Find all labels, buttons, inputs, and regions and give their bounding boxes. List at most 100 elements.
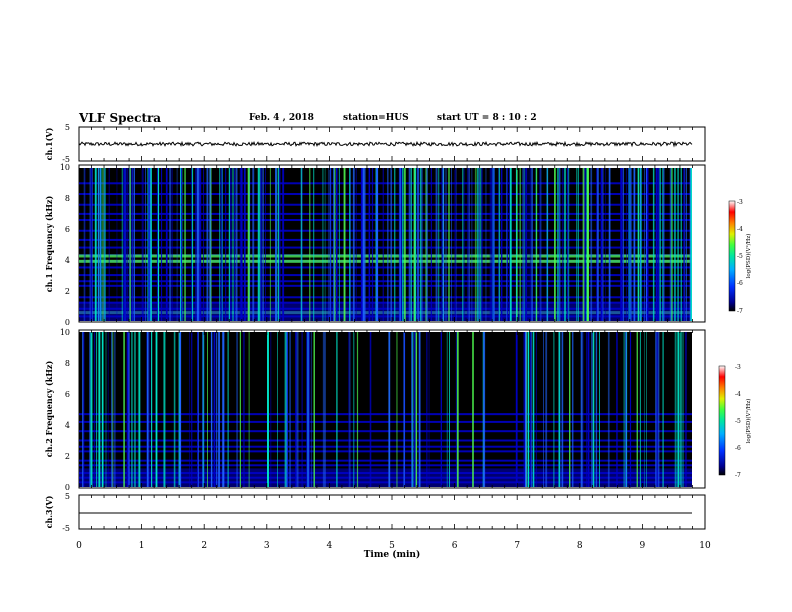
sferic-stroke xyxy=(626,168,627,321)
sferic-stroke xyxy=(198,168,200,321)
sferic-stroke xyxy=(387,168,389,321)
sferic-stroke xyxy=(169,168,171,321)
sferic-stroke xyxy=(616,332,618,487)
sferic-stroke xyxy=(146,332,149,487)
ch2-ytick-10: 10 xyxy=(60,328,70,337)
sferic-stroke xyxy=(400,168,403,321)
sferic-stroke xyxy=(111,332,114,487)
sferic-stroke xyxy=(662,332,664,487)
sferic-stroke xyxy=(623,332,625,487)
sferic-stroke xyxy=(525,168,528,321)
sferic-stroke xyxy=(213,332,216,487)
sferic-stroke xyxy=(191,168,192,321)
sferic-stroke xyxy=(600,168,603,321)
sferic-stroke xyxy=(173,332,176,487)
ch2-colorbar: -3 -4 -5 -6 -7 log(PSD)(V²/Hz) xyxy=(718,364,752,479)
sferic-stroke xyxy=(216,332,218,487)
sferic-stroke xyxy=(206,168,209,321)
sferic-stroke xyxy=(561,332,564,487)
sferic-stroke xyxy=(656,332,658,487)
sferic-stroke xyxy=(171,168,173,321)
sferic-stroke xyxy=(240,168,243,321)
sferic-stroke xyxy=(569,332,571,487)
sferic-stroke xyxy=(202,332,204,487)
sferic-stroke xyxy=(683,168,685,321)
sferic-stroke xyxy=(590,168,593,321)
sferic-stroke xyxy=(139,332,141,487)
sferic-stroke xyxy=(659,168,661,321)
sferic-stroke xyxy=(220,168,223,321)
sferic-stroke xyxy=(462,168,464,321)
sferic-stroke xyxy=(507,168,508,321)
sferic-stroke xyxy=(289,332,291,487)
sferic-stroke xyxy=(219,332,220,487)
sferic-stroke xyxy=(655,332,657,487)
sferic-stroke xyxy=(108,168,110,321)
sferic-stroke xyxy=(468,168,470,321)
sferic-stroke xyxy=(685,168,687,321)
ch2-cbar-tick-m5: -5 xyxy=(735,418,741,425)
sferic-stroke xyxy=(388,332,391,487)
sferic-stroke xyxy=(438,168,440,321)
sferic-stroke xyxy=(506,168,508,321)
sferic-stroke xyxy=(471,168,473,321)
sferic-stroke xyxy=(679,332,681,487)
sferic-stroke xyxy=(390,168,392,321)
sferic-stroke xyxy=(349,168,351,321)
sferic-stroke xyxy=(324,168,326,321)
tone-line xyxy=(79,430,692,433)
sferic-stroke xyxy=(636,332,638,487)
sferic-stroke xyxy=(415,332,418,487)
sferic-stroke xyxy=(227,332,229,487)
sferic-stroke xyxy=(519,168,521,321)
sferic-stroke xyxy=(156,168,158,321)
bright-tone-line xyxy=(79,259,692,263)
tone-line xyxy=(79,182,692,185)
sferic-stroke xyxy=(90,332,93,487)
sferic-stroke xyxy=(451,168,452,321)
sferic-stroke xyxy=(523,332,525,487)
sferic-stroke xyxy=(629,332,632,487)
sferic-stroke xyxy=(363,168,365,321)
sferic-stroke xyxy=(524,168,525,321)
sferic-stroke xyxy=(369,332,372,487)
tone-line xyxy=(79,203,692,206)
sferic-stroke xyxy=(640,168,641,321)
sferic-stroke xyxy=(540,168,542,321)
sferic-stroke xyxy=(455,332,458,487)
sferic-stroke xyxy=(597,168,599,321)
sferic-stroke xyxy=(479,168,482,321)
x-axis-ticks: 0 1 2 3 4 5 6 7 8 9 10 xyxy=(76,541,711,551)
bright-tone-line xyxy=(79,254,692,258)
sferic-stroke xyxy=(646,168,649,321)
sferic-stroke xyxy=(419,168,422,321)
sferic-stroke xyxy=(646,332,647,487)
sferic-stroke xyxy=(313,168,315,321)
sferic-stroke xyxy=(234,168,235,321)
sferic-stroke xyxy=(428,332,430,487)
sferic-stroke xyxy=(509,168,512,321)
sferic-stroke xyxy=(275,168,277,321)
sferic-stroke xyxy=(232,168,234,321)
sferic-stroke xyxy=(197,332,198,487)
sferic-stroke xyxy=(592,332,595,487)
sferic-stroke xyxy=(493,168,495,321)
ch3-waveform-ticks xyxy=(78,495,706,529)
sferic-stroke xyxy=(219,168,221,321)
sferic-stroke xyxy=(658,168,660,321)
sferic-stroke xyxy=(121,168,123,321)
sferic-stroke xyxy=(300,168,303,321)
ch1-spectrogram-ticks xyxy=(78,165,706,322)
sferic-stroke xyxy=(165,168,168,321)
sferic-stroke xyxy=(309,168,311,321)
sferic-stroke xyxy=(141,168,144,321)
tone-line xyxy=(79,229,692,232)
sferic-stroke xyxy=(559,168,561,321)
sferic-stroke xyxy=(258,168,260,321)
sferic-stroke xyxy=(151,332,153,487)
sferic-stroke xyxy=(681,332,683,487)
sferic-stroke xyxy=(628,168,630,321)
sferic-stroke xyxy=(583,168,586,321)
ch1-cbar-tick-m4: -4 xyxy=(737,226,743,233)
x-tick-label: 3 xyxy=(264,541,270,551)
